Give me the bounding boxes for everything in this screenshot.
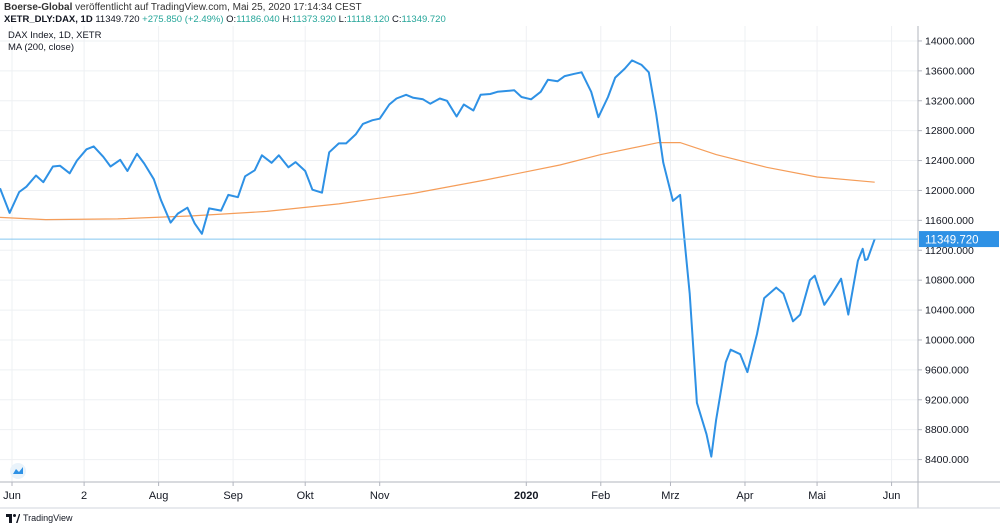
published-text: veröffentlicht auf TradingView.com, Mai … <box>75 2 362 13</box>
dax-price-line <box>0 59 876 458</box>
chart-grid <box>0 26 918 482</box>
high-label: H: <box>282 14 292 25</box>
x-tick-label: Apr <box>736 490 753 502</box>
low-label: L: <box>338 14 347 25</box>
x-tick-label: Mai <box>808 490 826 502</box>
low-value: 11118.120 <box>346 14 390 25</box>
y-tick-label: 10400.000 <box>925 305 975 317</box>
symbol-name: XETR_DLY:DAX, 1D <box>4 14 93 25</box>
ma-200-line <box>0 142 875 221</box>
y-tick-label: 8400.000 <box>925 454 969 466</box>
high-value: 11373.920 <box>291 14 337 25</box>
y-tick-label: 9200.000 <box>925 394 969 406</box>
y-tick-label: 12800.000 <box>925 125 975 137</box>
legend-ma: MA (200, close) <box>8 42 74 53</box>
footer-branding: TradingView <box>6 513 73 523</box>
price-change: +275.850 (+2.49%) <box>142 14 224 25</box>
x-tick-label: Aug <box>149 490 169 502</box>
x-tick-label: 2 <box>81 490 87 502</box>
last-price-label-bg <box>919 231 999 248</box>
close-label: C: <box>392 14 402 25</box>
y-tick-label: 12000.000 <box>925 185 975 197</box>
time-axis[interactable]: Jun 2 Aug Sep Okt Nov 2020 Feb Mrz Apr Mai Jun <box>0 481 1000 509</box>
x-tick-label: Sep <box>223 490 243 502</box>
series-layer <box>0 59 876 458</box>
chart-extras: 11349.720 <box>0 231 999 479</box>
open-label: O: <box>226 14 237 25</box>
x-tick-label: Jun <box>883 490 901 502</box>
y-tick-label: 13200.000 <box>925 95 975 107</box>
y-tick-label: 10000.000 <box>925 334 975 346</box>
y-tick-label: 9600.000 <box>925 364 969 376</box>
x-tick-label: Feb <box>591 490 610 502</box>
y-tick-label: 11200.000 <box>925 245 974 257</box>
symbol-info: XETR_DLY:DAX, 1D 11349.720 +275.850 (+2.… <box>4 14 446 25</box>
x-tick-label: Mrz <box>661 490 679 502</box>
y-tick-label: 8800.000 <box>925 424 969 436</box>
y-tick-label: 14000.000 <box>925 35 975 47</box>
y-tick-label: 10800.000 <box>925 275 975 287</box>
tradingview-brand: TradingView <box>23 513 73 523</box>
open-value: 11186.040 <box>236 14 280 25</box>
last-price: 11349.720 <box>95 14 140 25</box>
logo-mark <box>13 467 23 474</box>
x-tick-label: Jun <box>3 490 21 502</box>
legend-dax: DAX Index, 1D, XETR <box>8 30 102 41</box>
tradingview-logo-icon <box>6 513 20 523</box>
y-tick-label: 13600.000 <box>925 65 975 77</box>
chart-logo-icon <box>10 463 26 479</box>
close-value: 11349.720 <box>401 14 446 25</box>
x-tick-label: Nov <box>370 490 390 502</box>
x-tick-label: Okt <box>297 490 314 502</box>
last-price-label: 11349.720 <box>925 235 979 247</box>
y-tick-label: 12400.000 <box>925 155 975 167</box>
publisher-name: Boerse-Global <box>4 2 73 13</box>
publish-info: Boerse-Global veröffentlicht auf Trading… <box>4 2 362 13</box>
price-axis[interactable]: 8400.000 8800.000 9200.000 9600.000 10000.00… <box>917 26 975 508</box>
x-tick-label: 2020 <box>514 490 538 502</box>
y-tick-label: 11600.000 <box>925 215 974 227</box>
